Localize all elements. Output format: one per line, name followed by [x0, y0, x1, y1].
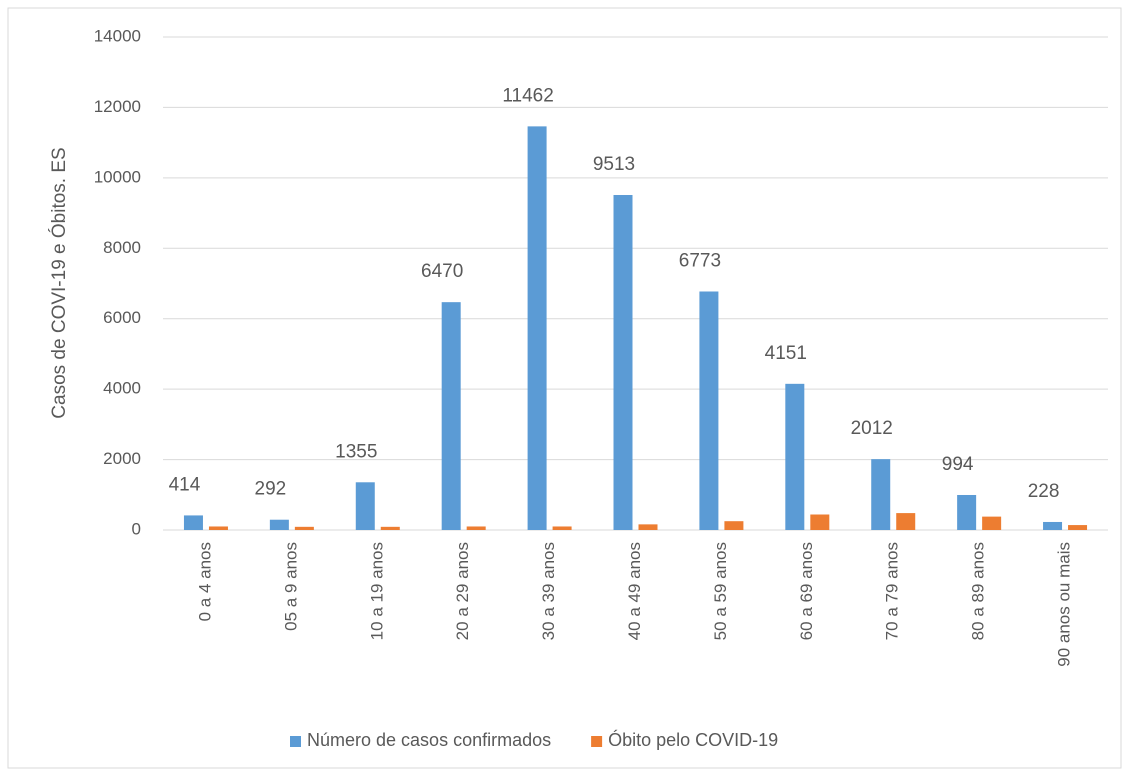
bar	[269, 519, 289, 530]
bar	[441, 302, 461, 530]
bar	[355, 482, 375, 530]
bar	[466, 526, 486, 530]
y-tick-label: 10000	[94, 167, 141, 186]
data-label: 6773	[679, 251, 721, 272]
y-tick-label: 2000	[103, 449, 141, 468]
data-label: 414	[169, 474, 201, 495]
y-axis-title: Casos de COVI-19 e Óbitos. ES	[48, 147, 70, 418]
data-label: 9513	[593, 154, 635, 175]
bar	[380, 526, 400, 530]
data-label: 4151	[765, 343, 807, 364]
data-label: 994	[942, 454, 974, 475]
x-tick-label: 05 a 9 anos	[281, 542, 300, 631]
legend-swatch	[290, 736, 301, 747]
x-tick-label: 60 a 69 anos	[797, 542, 816, 640]
bar	[613, 195, 633, 530]
y-tick-label: 14000	[94, 26, 141, 45]
bar	[724, 521, 744, 530]
bar	[1068, 525, 1088, 530]
y-tick-label: 8000	[103, 238, 141, 257]
x-tick-label: 30 a 39 anos	[539, 542, 558, 640]
data-label: 228	[1028, 481, 1060, 502]
bar	[896, 513, 916, 530]
x-tick-label: 50 a 59 anos	[711, 542, 730, 640]
x-tick-label: 90 anos ou mais	[1055, 542, 1074, 667]
data-label: 6470	[421, 261, 463, 282]
bar	[638, 524, 658, 530]
bar	[871, 459, 891, 530]
x-tick-label: 70 a 79 anos	[883, 542, 902, 640]
y-tick-label: 6000	[103, 308, 141, 327]
y-tick-label: 4000	[103, 379, 141, 398]
bar	[785, 383, 805, 530]
data-label: 2012	[851, 418, 893, 439]
data-label: 292	[255, 479, 287, 500]
data-label: 11462	[502, 85, 553, 106]
x-tick-label: 40 a 49 anos	[625, 542, 644, 640]
legend-label: Número de casos confirmados	[307, 730, 551, 750]
bar	[552, 526, 572, 530]
bar	[957, 494, 977, 530]
x-tick-label: 20 a 29 anos	[453, 542, 472, 640]
bar	[527, 126, 547, 531]
bar	[183, 515, 203, 530]
x-tick-label: 80 a 89 anos	[969, 542, 988, 640]
bar	[982, 516, 1002, 530]
bar	[1043, 521, 1063, 530]
y-tick-label: 12000	[94, 97, 141, 116]
x-tick-label: 0 a 4 anos	[195, 542, 214, 621]
bar	[208, 526, 228, 530]
bar	[810, 514, 830, 530]
x-tick-label: 10 a 19 anos	[367, 542, 386, 640]
legend-swatch	[591, 736, 603, 747]
data-label: 1355	[335, 441, 377, 462]
bar	[699, 291, 719, 530]
legend-label: Óbito pelo COVID-19	[608, 729, 778, 750]
bar	[294, 526, 314, 530]
y-tick-label: 0	[132, 519, 141, 538]
chart-border	[7, 7, 1122, 769]
